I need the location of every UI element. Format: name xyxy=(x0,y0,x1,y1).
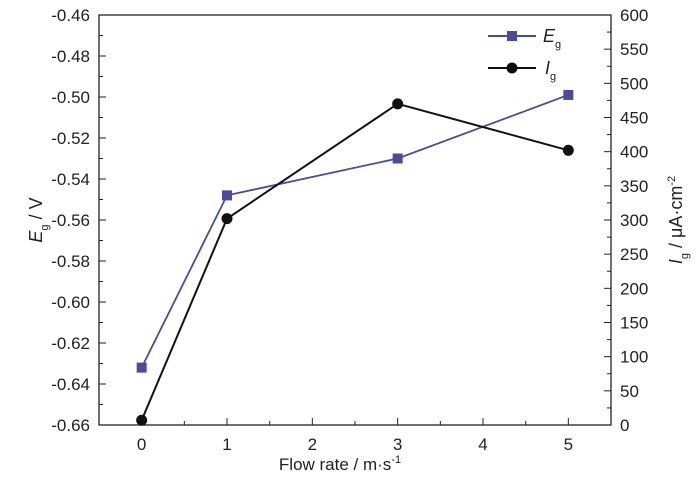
series-line-e xyxy=(140,94,569,368)
marks xyxy=(136,89,574,426)
y-left-tick-label: -0.64 xyxy=(51,375,90,394)
y-left-tick-label: -0.46 xyxy=(51,6,90,25)
y-left-tick-label: -0.62 xyxy=(51,334,90,353)
y-right-tick-label: 250 xyxy=(620,245,648,264)
y-right-tick-label: 500 xyxy=(620,74,648,93)
y-right-tick-label: 150 xyxy=(620,314,648,333)
x-tick-label: 2 xyxy=(308,435,317,454)
plot-frame xyxy=(98,14,612,426)
y-right-tick-label: 550 xyxy=(620,40,648,59)
y-right-axis-label: Ig / μA·cm-2 xyxy=(666,176,691,264)
x-tick-label: 0 xyxy=(137,435,146,454)
data-point-i xyxy=(136,414,148,426)
data-point-i xyxy=(221,213,233,225)
y-left-tick-label: -0.48 xyxy=(51,47,90,66)
data-point-e xyxy=(136,362,147,373)
y-right-tick-label: 300 xyxy=(620,211,648,230)
y-right-tick-label: 100 xyxy=(620,348,648,367)
y-right-tick-label: 0 xyxy=(620,416,629,435)
x-axis-label: Flow rate / m·s-1 xyxy=(279,454,401,474)
axes: 0 1 2 3 4 5 -0.46 -0.48 -0.50 -0.52 -0.54 -0.56 -0.5… xyxy=(51,6,648,454)
x-tick-label: 1 xyxy=(222,435,231,454)
legend: Eg Ig xyxy=(488,26,561,83)
x-tick-label: 5 xyxy=(564,435,573,454)
y-left-axis-label: Eg / V xyxy=(26,197,51,242)
data-point-e xyxy=(563,89,574,100)
data-point-i xyxy=(392,98,404,110)
legend-marker-e xyxy=(507,31,517,41)
y-right-tick-label: 200 xyxy=(620,279,648,298)
legend-marker-i xyxy=(506,62,518,74)
y-right-tick-label: 450 xyxy=(620,109,648,128)
y-left-tick-label: -0.56 xyxy=(51,211,90,230)
y-right-tick-label: 350 xyxy=(620,177,648,196)
data-point-e xyxy=(392,153,403,164)
y-left-tick-label: -0.58 xyxy=(51,252,90,271)
y-left-tick-label: -0.52 xyxy=(51,129,90,148)
x-tick-label: 3 xyxy=(393,435,402,454)
legend-label-e: Eg xyxy=(543,26,561,51)
y-left-tick-label: -0.50 xyxy=(51,88,90,107)
y-right-tick-label: 600 xyxy=(620,6,648,25)
y-right-tick-label: 50 xyxy=(620,382,639,401)
legend-label-i: Ig xyxy=(545,58,556,83)
y-left-tick-label: -0.54 xyxy=(51,170,90,189)
series-line-i xyxy=(140,102,569,421)
y-right-tick-label: 400 xyxy=(620,143,648,162)
y-left-tick-label: -0.60 xyxy=(51,293,90,312)
data-point-e xyxy=(222,190,232,201)
data-point-i xyxy=(562,144,574,156)
y-left-tick-label: -0.66 xyxy=(51,416,90,435)
x-tick-label: 4 xyxy=(478,435,487,454)
